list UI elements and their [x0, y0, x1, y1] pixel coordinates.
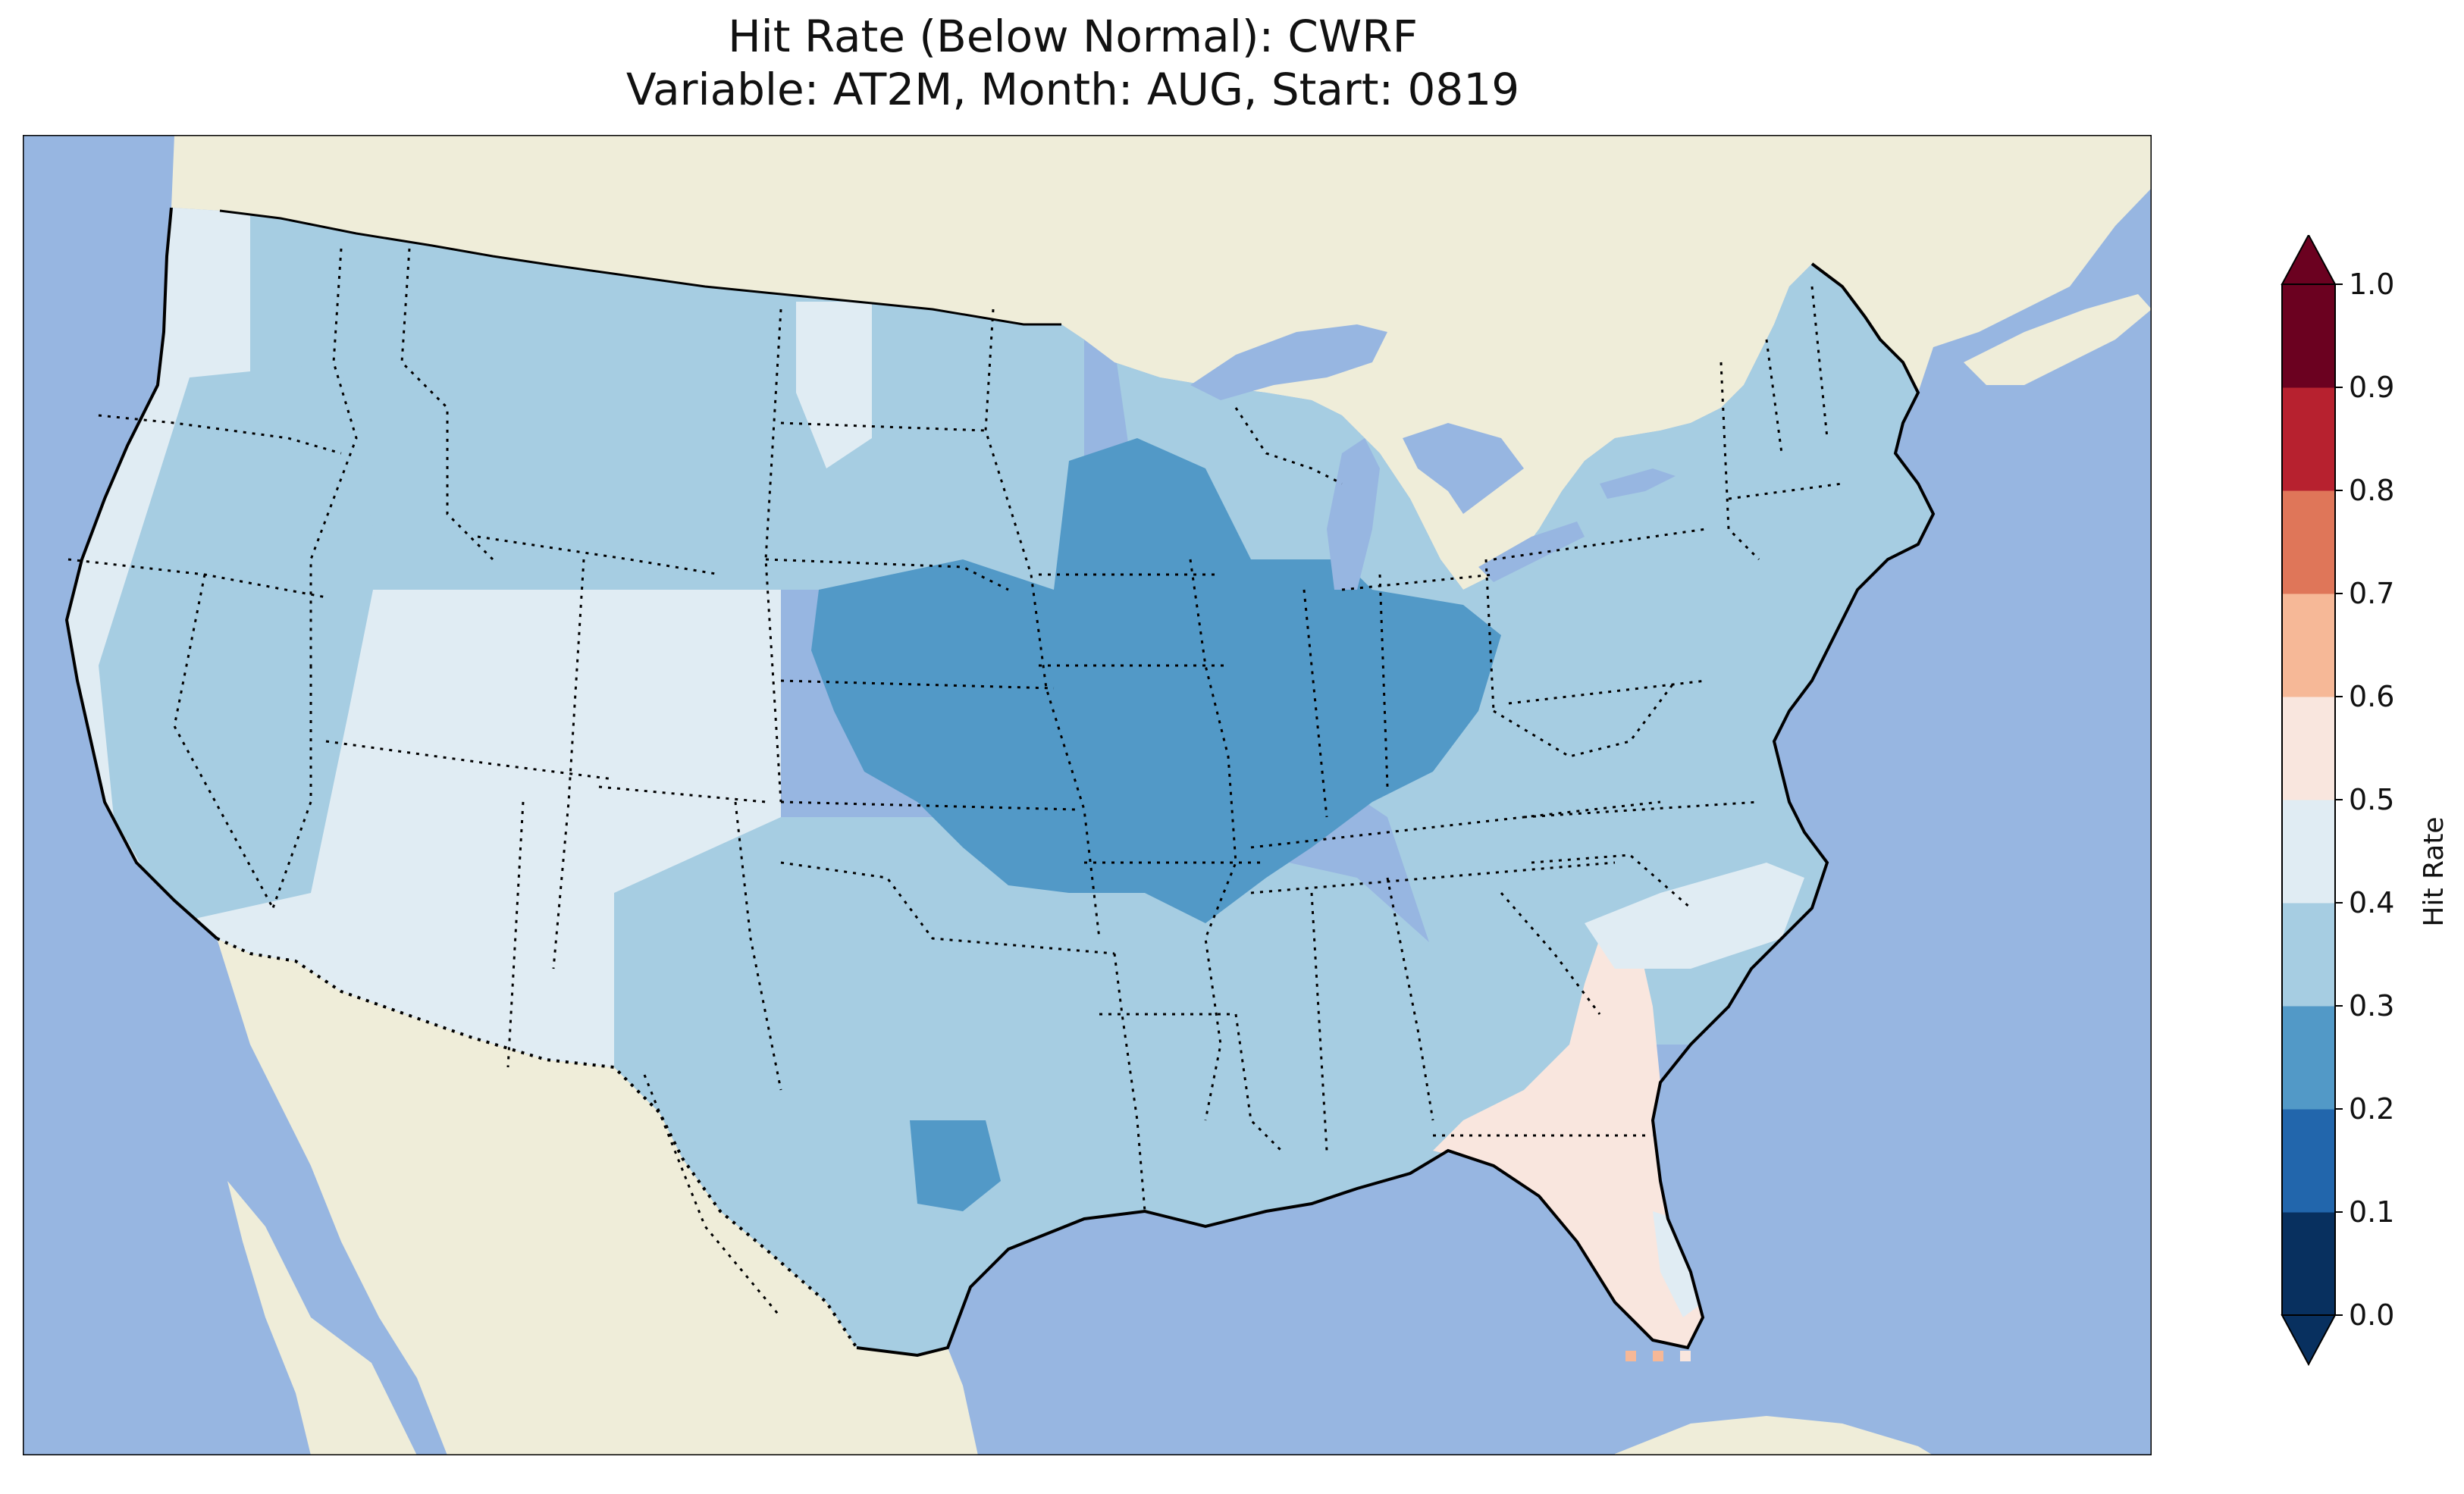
nova-scotia-land	[1964, 294, 2152, 385]
lake-erie	[1478, 521, 1585, 582]
colorbar-tick-label: 0.2	[2349, 1092, 2394, 1126]
ut-az-border	[325, 740, 615, 781]
colorbar-bin-0.8-0.9	[2282, 387, 2335, 491]
lake-huron	[1403, 423, 1524, 514]
colorbar-bin-0.0-0.1	[2282, 1212, 2335, 1316]
ok-tx-border	[780, 861, 1115, 955]
lake-ontario	[1600, 468, 1676, 499]
colorbar-bin-0.3-0.4	[2282, 903, 2335, 1007]
colorbar: 0.0 0.1 0.2 0.3 0.4 0.5 0.6 0.7 0.8 0.9 1.0 Hit Ra…	[2281, 235, 2450, 1367]
colorbar-extend-max	[2281, 235, 2337, 285]
region-carolina-coast	[1585, 863, 1804, 969]
colorbar-tick-label: 0.1	[2349, 1195, 2394, 1229]
keys-tile-2	[1653, 1351, 1663, 1361]
region-central-midwest	[811, 438, 1501, 923]
ne-ks-border	[780, 679, 1055, 690]
vt-nh-border	[1765, 339, 1783, 454]
ks-ok-border	[780, 800, 1077, 811]
map-panel	[23, 135, 2152, 1455]
canada-border	[219, 209, 1061, 326]
colorbar-tick-label: 0.4	[2349, 886, 2394, 919]
keys-tile-3	[1680, 1351, 1691, 1361]
keys-tile-1	[1625, 1351, 1636, 1361]
map-title-line-2: Variable: AT2M, Month: AUG, Start: 0819	[625, 64, 1520, 115]
tn-ms-border	[1250, 861, 1616, 894]
wy-sd-border	[764, 309, 782, 803]
land-masses	[171, 135, 2152, 1455]
colorbar-bin-0.9-1.0	[2282, 284, 2335, 388]
nv-ut-border	[271, 666, 312, 909]
wv-va-border	[1493, 680, 1677, 758]
us-coastline	[64, 207, 1936, 1358]
ms-al-border	[1310, 892, 1328, 1151]
colorbar-bin-0.5-0.6	[2282, 697, 2335, 800]
colorbar-bin-0.2-0.3	[2282, 1006, 2335, 1110]
hit-rate-field	[67, 208, 1933, 1355]
nm-tx-border	[734, 801, 782, 1091]
colorbar-bin-0.4-0.5	[2282, 800, 2335, 904]
mexico-border	[216, 937, 858, 1349]
mexico-land	[217, 938, 978, 1455]
cuba-land	[1615, 1416, 1933, 1455]
va-nc-border	[1523, 800, 1760, 819]
ny-vt-border	[1719, 362, 1760, 561]
mi-wi-border	[1234, 407, 1343, 485]
colorbar-tick-label: 1.0	[2349, 268, 2394, 301]
colorbar-tick-label: 0.5	[2349, 783, 2394, 816]
region-south-texas-patch	[910, 1120, 1001, 1211]
map-title-line-1: Hit Rate (Below Normal): CWRF	[728, 11, 1418, 62]
il-in-border	[1303, 589, 1328, 818]
canada-land	[171, 135, 2152, 590]
colorbar-extend-min	[2281, 1314, 2337, 1367]
colorbar-tick-label: 0.6	[2349, 680, 2394, 713]
colorbar-tick-label: 0.0	[2349, 1298, 2394, 1332]
co-nm-border	[598, 785, 766, 803]
colorbar-label: Hit Rate	[2419, 816, 2450, 926]
id-west-border	[309, 248, 358, 666]
lake-superior	[1190, 324, 1387, 400]
wa-or-border	[98, 414, 342, 455]
nd-sd-border	[780, 421, 986, 432]
state-borders	[67, 248, 1843, 1318]
colorbar-bin-0.6-0.7	[2282, 594, 2335, 697]
colorbar-bin-0.7-0.8	[2282, 490, 2335, 594]
ca-nv-border	[173, 574, 274, 909]
colorbar-tick-label: 0.3	[2349, 989, 2394, 1023]
colorbar-tick-label: 0.7	[2349, 577, 2394, 610]
mn-west-border	[984, 309, 1101, 939]
lake-michigan	[1327, 438, 1380, 590]
sd-ne-border	[765, 558, 1009, 591]
colorbar-tick-label: 0.9	[2349, 371, 2394, 404]
colorbar-tick-label: 0.8	[2349, 474, 2394, 507]
pa-south-border	[1508, 679, 1707, 705]
region-west-band	[99, 362, 379, 923]
colorbar-ticks: 0.0 0.1 0.2 0.3 0.4 0.5 0.6 0.7 0.8 0.9 1.0	[2335, 268, 2394, 1332]
region-florida-georgia	[1433, 938, 1721, 1348]
great-lakes	[1190, 324, 1676, 590]
ma-ct-border	[1728, 482, 1843, 500]
region-upper-midwest-light	[796, 302, 872, 468]
colorbar-bins	[2281, 235, 2337, 1367]
colorbar-bin-0.1-0.2	[2282, 1109, 2335, 1213]
